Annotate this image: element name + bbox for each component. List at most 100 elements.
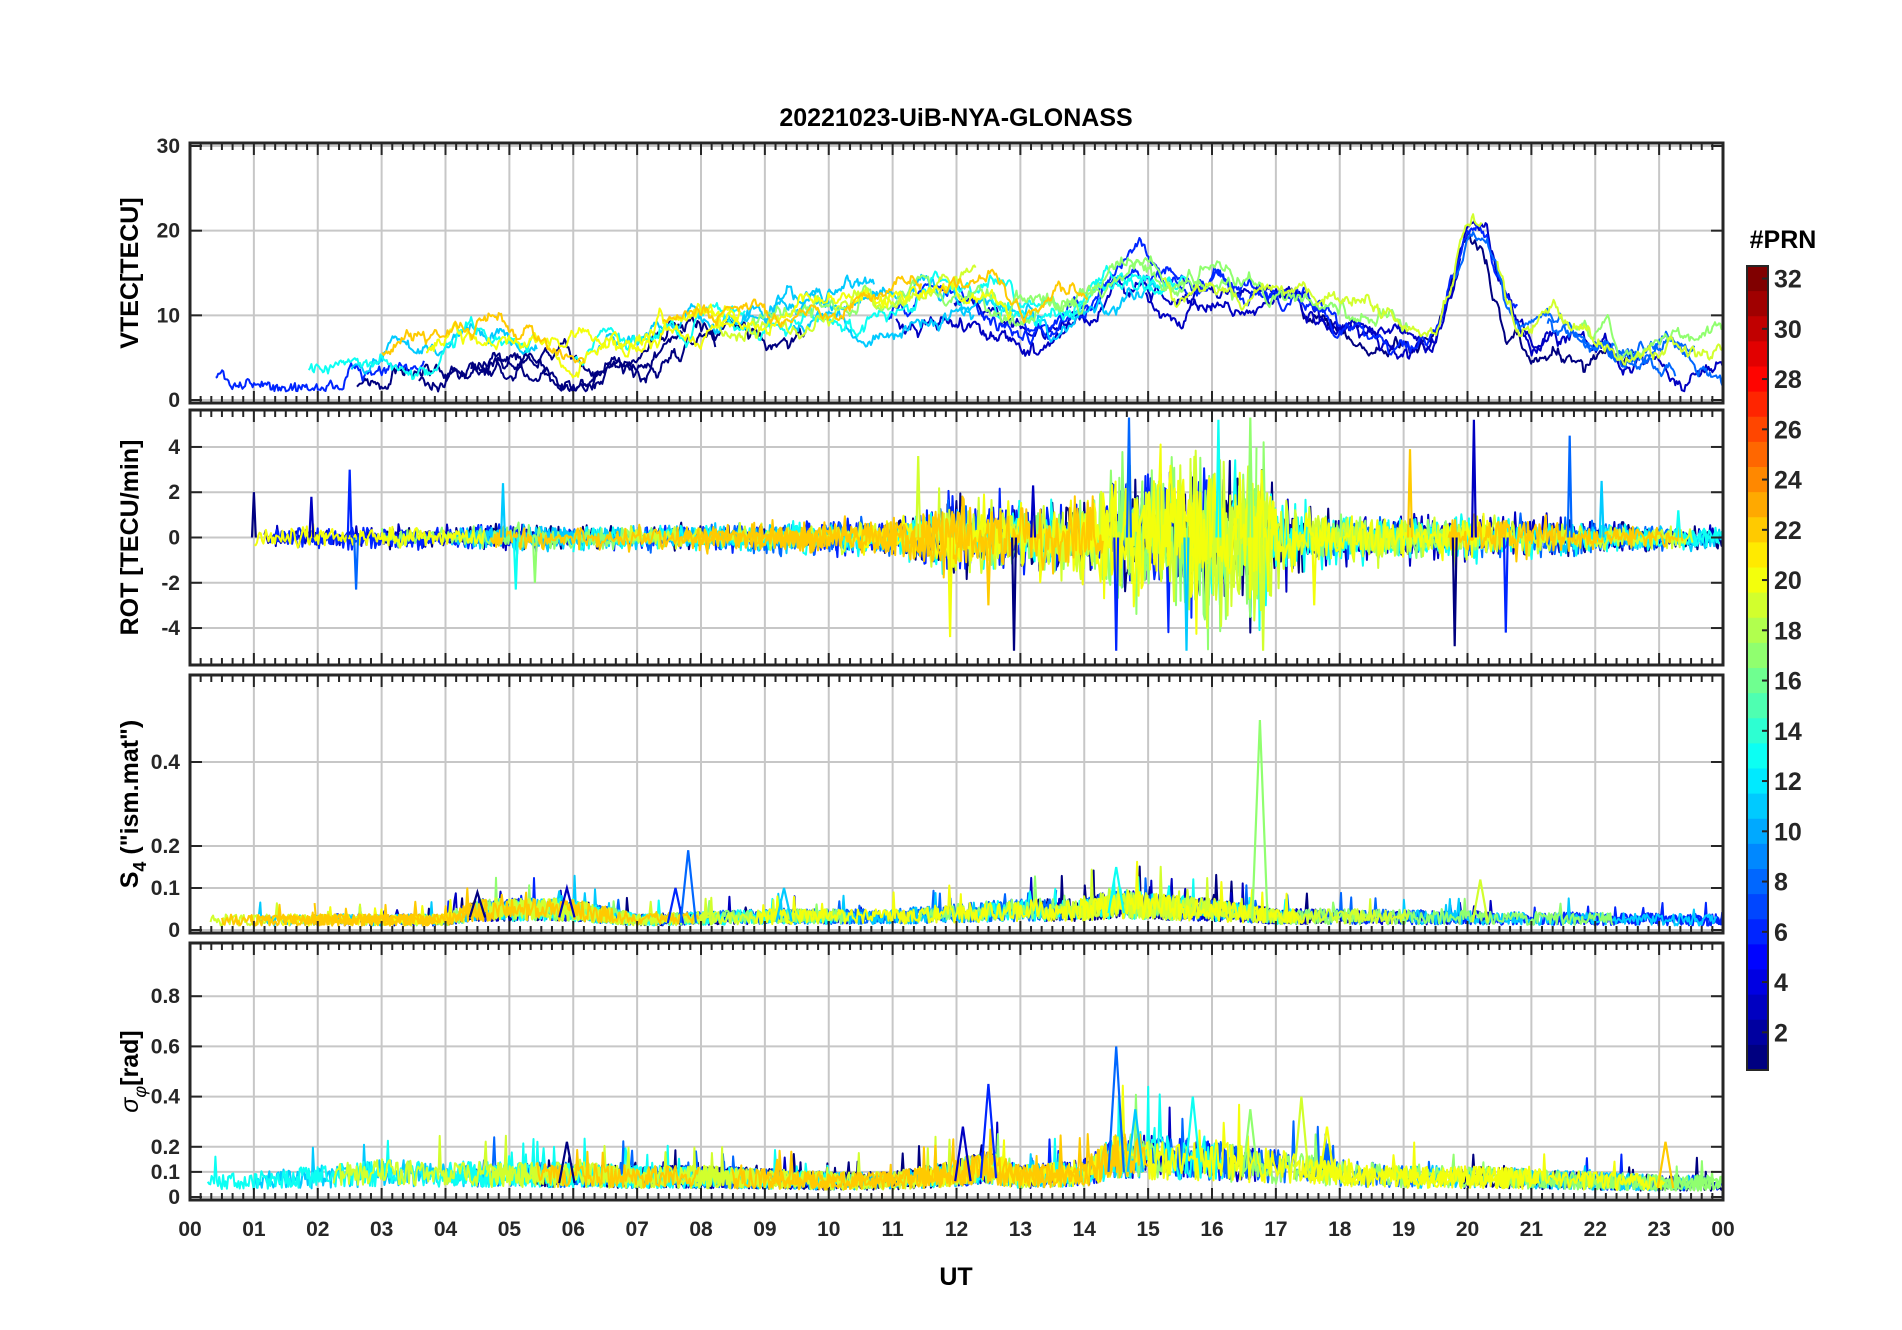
series-line-prn-22 (662, 275, 923, 329)
y-tick-label: 0 (168, 527, 180, 550)
data-peak (1470, 419, 1477, 538)
data-peak (1107, 866, 1125, 914)
y-tick-label: 0 (168, 1186, 180, 1209)
series-line-prn-1 (418, 315, 717, 393)
colorbar-segment (1747, 919, 1768, 945)
data-peak (346, 469, 353, 538)
x-tick-label: 23 (1647, 1218, 1670, 1241)
x-minor-ticks (189, 410, 1724, 665)
colorbar-segment (1747, 391, 1768, 418)
data-peak (1241, 1109, 1260, 1177)
colorbar-segment (1747, 793, 1768, 820)
data-peak (915, 455, 922, 538)
series-line-prn-22 (248, 900, 436, 927)
y-axis-label: σφ[rad] (116, 1030, 150, 1112)
colorbar-segment (1747, 869, 1768, 895)
colorbar-tick-label: 26 (1774, 416, 1802, 444)
series-line-prn-20 (690, 281, 1013, 337)
data-peak (250, 492, 257, 538)
data-peak (1030, 485, 1037, 538)
y-tick-label: 0.2 (151, 835, 180, 858)
x-tick-label: 18 (1328, 1218, 1352, 1241)
y-axis-label: ROT [TECU/min] (116, 440, 144, 636)
colorbar-segment (1747, 266, 1768, 292)
colorbar-segment (1747, 642, 1768, 669)
colorbar-segment (1747, 843, 1768, 870)
series-group (209, 719, 1723, 927)
series-line-prn-19 (209, 896, 717, 927)
series-line-prn-20 (898, 860, 1305, 925)
y-tick-label: 30 (157, 135, 180, 158)
x-tick-label: 21 (1520, 1218, 1544, 1241)
x-tick-label: 00 (1711, 1218, 1734, 1241)
data-peak (531, 537, 538, 583)
colorbar-segment (1747, 1044, 1768, 1071)
series-line-prn-20 (1063, 443, 1324, 635)
data-peak (1566, 435, 1573, 538)
series-line-prn-22 (786, 495, 1104, 578)
data-peak (985, 537, 992, 606)
y-tick-label: -4 (161, 617, 180, 640)
x-tick-label: 06 (562, 1218, 585, 1241)
colorbar-tick-label: 16 (1774, 668, 1802, 696)
data-peak (1183, 537, 1190, 651)
colorbar-tick-label: 12 (1774, 768, 1802, 796)
x-tick-label: 02 (306, 1218, 329, 1241)
data-peak (954, 1126, 972, 1182)
series-line-prn-22 (731, 1138, 989, 1190)
x-tick-label: 10 (817, 1218, 840, 1241)
colorbar-segment (1747, 291, 1768, 317)
data-peak (353, 537, 360, 590)
colorbar-segment (1747, 718, 1768, 744)
x-tick-label: 08 (689, 1218, 713, 1241)
data-peak (1656, 1141, 1675, 1189)
data-peak (558, 1141, 576, 1184)
colorbar-segment (1747, 517, 1768, 543)
series-line-prn-22 (1447, 513, 1684, 563)
data-peak (512, 537, 519, 590)
x-tick-label: 12 (945, 1218, 968, 1241)
series-group (206, 1046, 1723, 1192)
y-tick-label: 0.8 (151, 985, 181, 1008)
data-peak (468, 888, 487, 918)
series-line-prn-11 (792, 282, 1156, 348)
y-tick-label: 0.6 (151, 1035, 180, 1058)
panel-s4: 0 0.1 0.2 0.4S4 ("ism.mat") (116, 673, 1725, 942)
data-peak (1598, 480, 1605, 538)
series-line-prn-13 (307, 316, 535, 381)
series-line-prn-13 (976, 876, 1293, 925)
x-tick-label: 01 (242, 1218, 266, 1241)
y-tick-label: 0 (168, 389, 180, 412)
y-tick-label: -2 (161, 572, 180, 595)
data-peak (1125, 417, 1132, 538)
data-peak (1107, 1046, 1125, 1172)
panel-sigma-phi: 00.10.2 0.4 0.6 0.8σφ[rad] (116, 941, 1725, 1209)
x-axis-label: UT (939, 1263, 972, 1291)
series-line-prn-20 (754, 891, 910, 926)
data-peak (1184, 1096, 1202, 1174)
series-line-prn-17 (1502, 1165, 1723, 1192)
data-peak (1260, 537, 1267, 651)
chart-title: 20221023-UiB-NYA-GLONASS (779, 104, 1132, 132)
data-peak (1247, 417, 1254, 538)
x-tick-label: 14 (1073, 1218, 1097, 1241)
data-peak (1126, 1109, 1145, 1173)
series-line-prn-17 (750, 284, 905, 329)
x-minor-ticks (189, 675, 1724, 933)
series-line-prn-13 (573, 302, 746, 366)
colorbar-tick-label: 24 (1774, 467, 1802, 495)
x-tick-label: 17 (1264, 1218, 1287, 1241)
x-tick-label: 16 (1200, 1218, 1223, 1241)
series-line-prn-13 (727, 270, 1188, 342)
colorbar-segment (1747, 341, 1768, 368)
colorbar-segment (1747, 894, 1768, 920)
colorbar-tick-label: 22 (1774, 517, 1802, 545)
colorbar-segment (1747, 994, 1768, 1021)
colorbar: 32 30 28 26 24 22 20 18 16 14 12 10 8 6 4 2 #PRN (1746, 226, 1816, 1071)
y-tick-label: 0.1 (151, 877, 181, 900)
y-tick-label: 10 (157, 304, 180, 327)
series-line-prn-22 (490, 521, 826, 554)
data-peak (1011, 537, 1017, 651)
colorbar-segment (1747, 1019, 1768, 1046)
y-tick-label: 0.1 (151, 1161, 181, 1184)
